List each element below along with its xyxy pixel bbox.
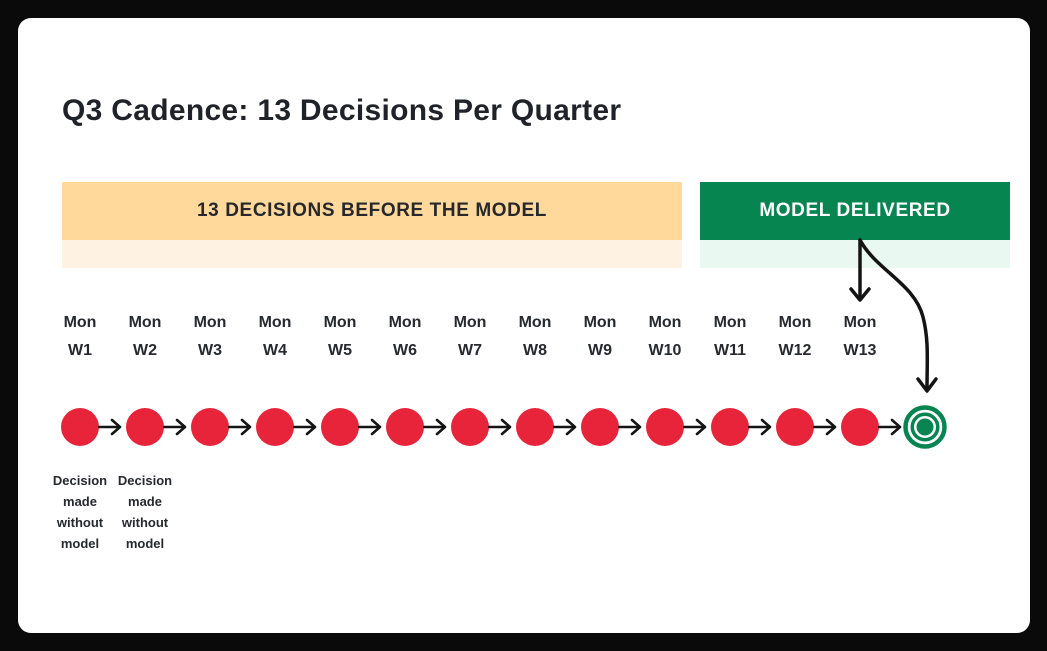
week-number-label: W7	[458, 342, 482, 359]
decision-dot-w1	[61, 408, 99, 446]
week-label-w2: Mon W2	[113, 314, 177, 360]
week-number-label: W10	[648, 342, 682, 359]
decision-note-w2: Decision made without model	[117, 473, 173, 551]
week-number-label: W3	[198, 342, 222, 359]
bullseye-target-icon	[903, 405, 947, 449]
banner-before-model: 13 DECISIONS BEFORE THE MODEL	[62, 182, 682, 240]
arrow-right-icon	[358, 418, 382, 436]
week-label-w12: Mon W12	[763, 314, 827, 360]
arrow-right-icon	[683, 418, 707, 436]
banner-before-label: 13 DECISIONS BEFORE THE MODEL	[197, 200, 547, 221]
decision-dot-w13	[841, 408, 879, 446]
banner-before-strip	[62, 240, 682, 268]
arrow-right-icon	[423, 418, 447, 436]
banner-delivered-label: MODEL DELIVERED	[759, 200, 951, 221]
week-day-label: Mon	[453, 314, 487, 331]
decision-dot-w12	[776, 408, 814, 446]
arrow-right-icon	[163, 418, 187, 436]
decision-dot-w4	[256, 408, 294, 446]
week-day-label: Mon	[63, 314, 97, 331]
week-day-label: Mon	[713, 314, 747, 331]
decision-dot-w10	[646, 408, 684, 446]
week-number-label: W4	[263, 342, 287, 359]
week-number-label: W2	[133, 342, 157, 359]
week-label-w10: Mon W10	[633, 314, 697, 360]
slide-canvas: Q3 Cadence: 13 Decisions Per Quarter 13 …	[18, 18, 1030, 633]
arrow-right-icon	[553, 418, 577, 436]
decision-dot-w2	[126, 408, 164, 446]
week-label-w9: Mon W9	[568, 314, 632, 360]
week-day-label: Mon	[388, 314, 422, 331]
arrow-right-icon	[488, 418, 512, 436]
week-number-label: W1	[68, 342, 92, 359]
week-label-w13: Mon W13	[828, 314, 892, 360]
week-day-label: Mon	[258, 314, 292, 331]
week-label-w3: Mon W3	[178, 314, 242, 360]
week-day-label: Mon	[128, 314, 162, 331]
week-number-label: W13	[843, 342, 877, 359]
banner-delivered-strip	[700, 240, 1010, 268]
decision-dot-w5	[321, 408, 359, 446]
page-title: Q3 Cadence: 13 Decisions Per Quarter	[62, 94, 622, 127]
week-label-w5: Mon W5	[308, 314, 372, 360]
week-day-label: Mon	[583, 314, 617, 331]
decision-dot-w6	[386, 408, 424, 446]
arrow-right-icon	[293, 418, 317, 436]
decision-dot-w3	[191, 408, 229, 446]
week-label-w6: Mon W6	[373, 314, 437, 360]
arrow-right-icon	[618, 418, 642, 436]
week-day-label: Mon	[778, 314, 812, 331]
arrow-right-icon	[878, 418, 902, 436]
week-day-label: Mon	[843, 314, 877, 331]
decision-dot-w9	[581, 408, 619, 446]
banner-model-delivered: MODEL DELIVERED	[700, 182, 1010, 240]
decision-note-w1: Decision made without model	[52, 473, 108, 551]
decision-dot-w8	[516, 408, 554, 446]
week-day-label: Mon	[518, 314, 552, 331]
decision-dot-w7	[451, 408, 489, 446]
week-number-label: W12	[778, 342, 812, 359]
week-label-w1: Mon W1	[48, 314, 112, 360]
week-number-label: W11	[713, 342, 746, 359]
decision-dot-w11	[711, 408, 749, 446]
week-label-w7: Mon W7	[438, 314, 502, 360]
week-number-label: W6	[393, 342, 417, 359]
week-number-label: W5	[328, 342, 352, 359]
week-day-label: Mon	[193, 314, 227, 331]
arrow-right-icon	[98, 418, 122, 436]
week-number-label: W9	[588, 342, 612, 359]
week-day-label: Mon	[323, 314, 357, 331]
week-label-w8: Mon W8	[503, 314, 567, 360]
week-day-label: Mon	[648, 314, 682, 331]
week-label-w11: Mon W11	[698, 314, 762, 360]
arrow-right-icon	[748, 418, 772, 436]
arrow-right-icon	[228, 418, 252, 436]
week-number-label: W8	[523, 342, 547, 359]
week-label-w4: Mon W4	[243, 314, 307, 360]
arrow-right-icon	[813, 418, 837, 436]
